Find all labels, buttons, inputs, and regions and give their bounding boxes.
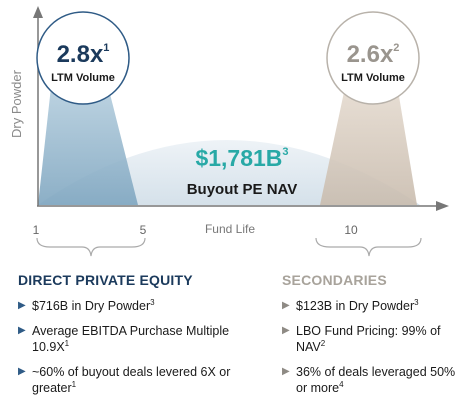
list-item: ▶ 36% of deals leveraged 50% or more4 [282, 365, 456, 395]
list-item: ▶ LBO Fund Pricing: 99% of NAV2 [282, 324, 441, 354]
secondaries-list: ▶ $123B in Dry Powder3 ▶ LBO Fund Pricing:… [282, 298, 457, 396]
direct-dry-powder-shape [38, 78, 138, 205]
direct-volume-circle [36, 11, 130, 105]
bullet-arrow-icon: ▶ [18, 300, 26, 311]
bullet-arrow-icon: ▶ [18, 366, 26, 377]
direct-pe-list: ▶ $716B in Dry Powder3 ▶ Average EBITDA Pu… [18, 298, 248, 396]
direct-pe-heading: DIRECT PRIVATE EQUITY [18, 272, 193, 288]
list-item: ▶ $123B in Dry Powder3 [282, 297, 419, 313]
list-item: ▶ ~60% of buyout deals levered 6X or grea… [18, 365, 231, 395]
direct-pe-section: DIRECT PRIVATE EQUITY ▶ $716B in Dry Powd… [18, 272, 248, 405]
tick-label-10: 10 [344, 223, 358, 237]
secondaries-volume-value: 2.6x2 [347, 41, 400, 68]
bullet-arrow-icon: ▶ [282, 325, 290, 336]
x-axis-arrow [436, 201, 449, 211]
secondaries-section: SECONDARIES ▶ $123B in Dry Powder3 ▶ LBO F… [282, 272, 457, 405]
list-item: ▶ $716B in Dry Powder3 [18, 297, 155, 313]
bullet-arrow-icon: ▶ [18, 325, 26, 336]
direct-volume-value: 2.8x1 [57, 41, 110, 68]
bullet-arrow-icon: ▶ [282, 300, 290, 311]
secondaries-brace [315, 237, 422, 257]
y-axis-label: Dry Powder [9, 69, 24, 138]
secondaries-volume-circle [326, 11, 420, 105]
secondaries-heading: SECONDARIES [282, 272, 387, 288]
list-item: ▶ Average EBITDA Purchase Multiple 10.9X1 [18, 324, 230, 354]
fund-life-diagram: Dry Powder Fund Life 1 5 10 2.8x1 LTM Vo… [9, 6, 449, 257]
direct-volume-label: LTM Volume [51, 72, 115, 84]
tick-label-5: 5 [140, 223, 147, 237]
bullet-arrow-icon: ▶ [282, 366, 290, 377]
y-axis-arrow [33, 6, 43, 18]
nav-value: $1,781B3 [195, 145, 288, 171]
secondaries-dry-powder-shape [320, 78, 417, 205]
direct-brace [36, 237, 146, 257]
nav-label: Buyout PE NAV [187, 181, 298, 198]
secondaries-volume-label: LTM Volume [341, 72, 405, 84]
x-axis-label: Fund Life [205, 222, 255, 236]
tick-label-1: 1 [33, 223, 40, 237]
